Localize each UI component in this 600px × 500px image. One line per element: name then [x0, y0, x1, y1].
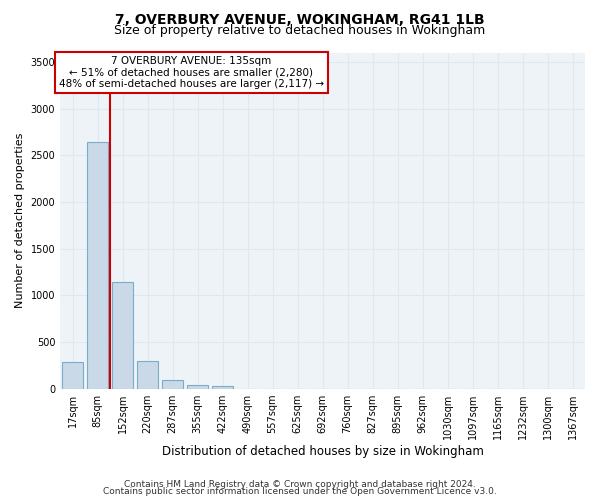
Bar — [162, 380, 183, 388]
Bar — [137, 361, 158, 388]
Bar — [62, 362, 83, 388]
Text: Contains public sector information licensed under the Open Government Licence v3: Contains public sector information licen… — [103, 487, 497, 496]
X-axis label: Distribution of detached houses by size in Wokingham: Distribution of detached houses by size … — [161, 444, 484, 458]
Text: 7, OVERBURY AVENUE, WOKINGHAM, RG41 1LB: 7, OVERBURY AVENUE, WOKINGHAM, RG41 1LB — [115, 12, 485, 26]
Bar — [212, 386, 233, 388]
Text: Contains HM Land Registry data © Crown copyright and database right 2024.: Contains HM Land Registry data © Crown c… — [124, 480, 476, 489]
Bar — [87, 142, 108, 388]
Bar — [187, 385, 208, 388]
Text: Size of property relative to detached houses in Wokingham: Size of property relative to detached ho… — [115, 24, 485, 37]
Bar — [112, 282, 133, 389]
Y-axis label: Number of detached properties: Number of detached properties — [15, 133, 25, 308]
Text: 7 OVERBURY AVENUE: 135sqm
← 51% of detached houses are smaller (2,280)
48% of se: 7 OVERBURY AVENUE: 135sqm ← 51% of detac… — [59, 56, 324, 89]
